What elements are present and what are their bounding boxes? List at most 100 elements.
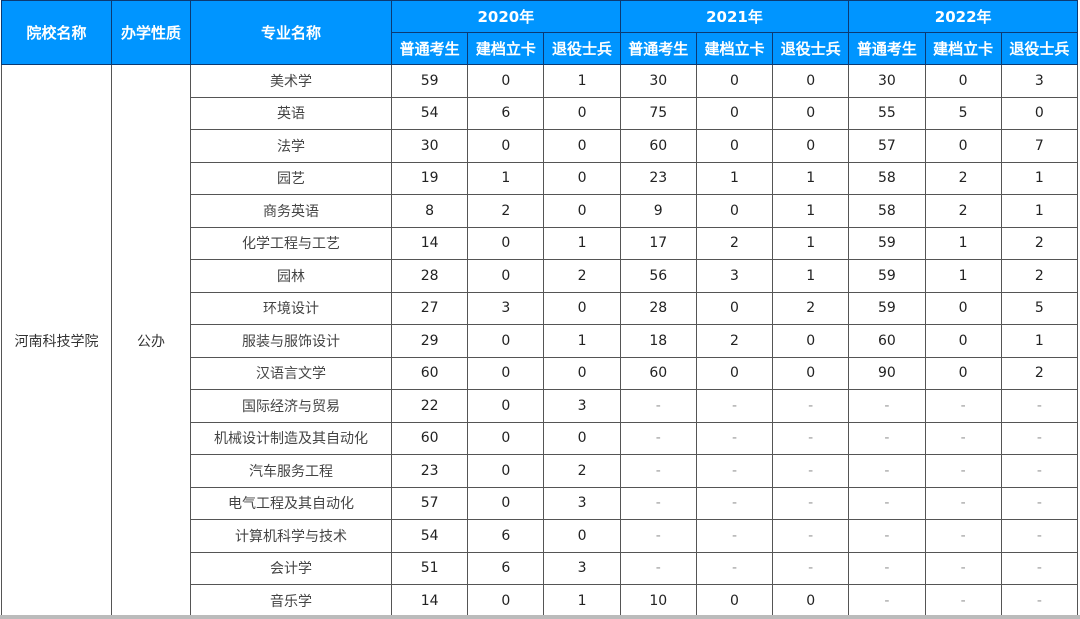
cell-value: - (772, 421, 850, 455)
cell-value: 0 (695, 584, 774, 618)
table-row: 汽车服务工程 23 0 2- - - - - - (2, 454, 1079, 488)
cell-value: 1 (1000, 324, 1079, 358)
cell-value: 57 (390, 486, 469, 520)
cell-value: 6 (467, 519, 545, 553)
cell-value: 7 (1000, 129, 1079, 163)
cell-value: 59 (390, 64, 469, 98)
cell-value: 23 (390, 454, 469, 488)
cell-value: 0 (924, 324, 1002, 358)
cell-value: - (924, 389, 1002, 423)
cell-value: 2 (772, 291, 850, 325)
cell-value: 0 (543, 519, 621, 553)
cell-value: 0 (543, 129, 621, 163)
table-row: 音乐学 14 0 1 10 0 0- - - (2, 584, 1079, 618)
major-name: 机械设计制造及其自动化 (190, 421, 392, 455)
cell-value: 0 (543, 161, 621, 195)
cell-value: - (1000, 389, 1079, 423)
major-name: 园艺 (190, 161, 392, 195)
cell-value: - (619, 519, 697, 553)
cell-value: - (772, 454, 850, 488)
cell-value: 1 (543, 226, 621, 260)
cell-value: 30 (619, 64, 697, 98)
cell-value: - (924, 454, 1002, 488)
cell-value: 60 (619, 356, 697, 390)
cell-value: - (848, 551, 926, 585)
cell-value: - (1000, 421, 1079, 455)
cell-value: 2 (467, 194, 545, 228)
cell-value: 19 (390, 161, 469, 195)
table-row: 服装与服饰设计 29 0 1 18 2 0 60 0 1 (2, 324, 1079, 358)
header-year: 2020年 (391, 0, 621, 33)
cell-value: - (848, 389, 926, 423)
header-category: 退役士兵 (1000, 32, 1079, 65)
header-category: 建档立卡 (924, 32, 1002, 65)
cell-value: - (619, 551, 697, 585)
cell-value: 3 (467, 291, 545, 325)
cell-value: 29 (390, 324, 469, 358)
cell-value: 9 (619, 194, 697, 228)
cell-value: 28 (390, 259, 469, 293)
major-name: 汉语言文学 (190, 356, 392, 390)
cell-value: 57 (848, 129, 926, 163)
cell-value: - (848, 486, 926, 520)
header-category: 普通考生 (619, 32, 697, 65)
cell-value: 0 (772, 324, 850, 358)
cell-value: 0 (543, 194, 621, 228)
cell-value: - (619, 421, 697, 455)
header-type: 办学性质 (111, 0, 191, 65)
cell-value: - (1000, 486, 1079, 520)
major-name: 服装与服饰设计 (190, 324, 392, 358)
major-name: 环境设计 (190, 291, 392, 325)
cell-value: 0 (924, 129, 1002, 163)
major-name: 计算机科学与技术 (190, 519, 392, 553)
cell-value: 1 (467, 161, 545, 195)
cell-value: 59 (848, 259, 926, 293)
cell-value: 0 (772, 129, 850, 163)
cell-value: 0 (924, 291, 1002, 325)
major-name: 园林 (190, 259, 392, 293)
cell-value: 0 (772, 356, 850, 390)
horizontal-scrollbar[interactable] (0, 615, 1080, 619)
cell-value: 1 (1000, 194, 1079, 228)
cell-value: 1 (924, 226, 1002, 260)
cell-value: 2 (695, 324, 774, 358)
cell-value: - (695, 519, 774, 553)
cell-value: 2 (543, 454, 621, 488)
cell-value: 90 (848, 356, 926, 390)
cell-value: - (924, 421, 1002, 455)
header-category: 建档立卡 (467, 32, 545, 65)
cell-value: 1 (543, 64, 621, 98)
cell-value: 23 (619, 161, 697, 195)
school-type: 公办 (111, 64, 191, 618)
cell-value: 1 (924, 259, 1002, 293)
cell-value: 1 (772, 161, 850, 195)
cell-value: - (848, 421, 926, 455)
school-name: 河南科技学院 (1, 64, 112, 618)
cell-value: - (848, 584, 926, 618)
cell-value: 0 (924, 356, 1002, 390)
cell-value: 2 (1000, 259, 1079, 293)
cell-value: 0 (695, 356, 774, 390)
cell-value: 0 (772, 584, 850, 618)
cell-value: - (695, 421, 774, 455)
major-name: 汽车服务工程 (190, 454, 392, 488)
cell-value: - (695, 454, 774, 488)
cell-value: - (924, 551, 1002, 585)
cell-value: 0 (467, 356, 545, 390)
cell-value: 1 (543, 584, 621, 618)
cell-value: - (695, 551, 774, 585)
cell-value: 0 (467, 129, 545, 163)
cell-value: 2 (924, 194, 1002, 228)
cell-value: 1 (543, 324, 621, 358)
cell-value: 0 (543, 356, 621, 390)
cell-value: 51 (390, 551, 469, 585)
cell-value: 56 (619, 259, 697, 293)
cell-value: 1 (772, 194, 850, 228)
cell-value: 60 (390, 421, 469, 455)
table-row: 计算机科学与技术 54 6 0- - - - - - (2, 519, 1079, 553)
cell-value: 22 (390, 389, 469, 423)
cell-value: 0 (695, 291, 774, 325)
cell-value: 2 (924, 161, 1002, 195)
cell-value: 55 (848, 96, 926, 130)
